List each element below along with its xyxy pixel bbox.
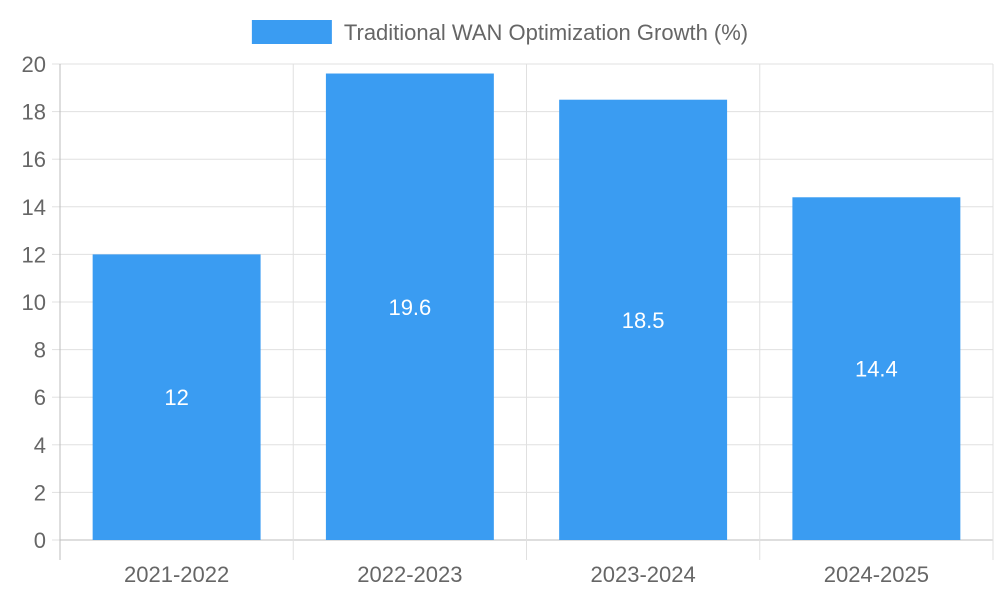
y-tick-label: 10 [22,290,46,315]
bar-value-label: 18.5 [622,308,665,333]
y-tick-label: 4 [34,433,46,458]
legend-label[interactable]: Traditional WAN Optimization Growth (%) [344,20,748,45]
y-tick-label: 16 [22,147,46,172]
legend[interactable]: Traditional WAN Optimization Growth (%) [251,20,748,45]
bar[interactable] [792,197,961,540]
y-tick-label: 12 [22,242,46,267]
y-tick-label: 18 [22,100,46,125]
axes: 0 2 4 6 8 10 12 14 16 18 20 2021-2022 2022-2023 2023-… [22,52,929,587]
y-tick-label: 2 [34,480,46,505]
bar[interactable] [559,99,728,540]
bar[interactable] [92,254,261,540]
bar-value-label: 19.6 [388,295,431,320]
y-tick-label: 20 [22,52,46,77]
bar-value-label: 12 [164,385,188,410]
x-tick-label: 2022-2023 [357,562,462,587]
y-tick-label: 8 [34,338,46,363]
bars [92,73,961,541]
y-tick-label: 6 [34,385,46,410]
x-tick-label: 2024-2025 [824,562,929,587]
y-tick-label: 14 [22,195,46,220]
bar[interactable] [325,73,494,541]
legend-swatch[interactable] [251,20,332,44]
y-tick-label: 0 [34,528,46,553]
data-labels: 12 19.6 18.5 14.4 [164,295,897,410]
x-tick-label: 2021-2022 [124,562,229,587]
bar-value-label: 14.4 [855,357,898,382]
x-tick-label: 2023-2024 [591,562,696,587]
